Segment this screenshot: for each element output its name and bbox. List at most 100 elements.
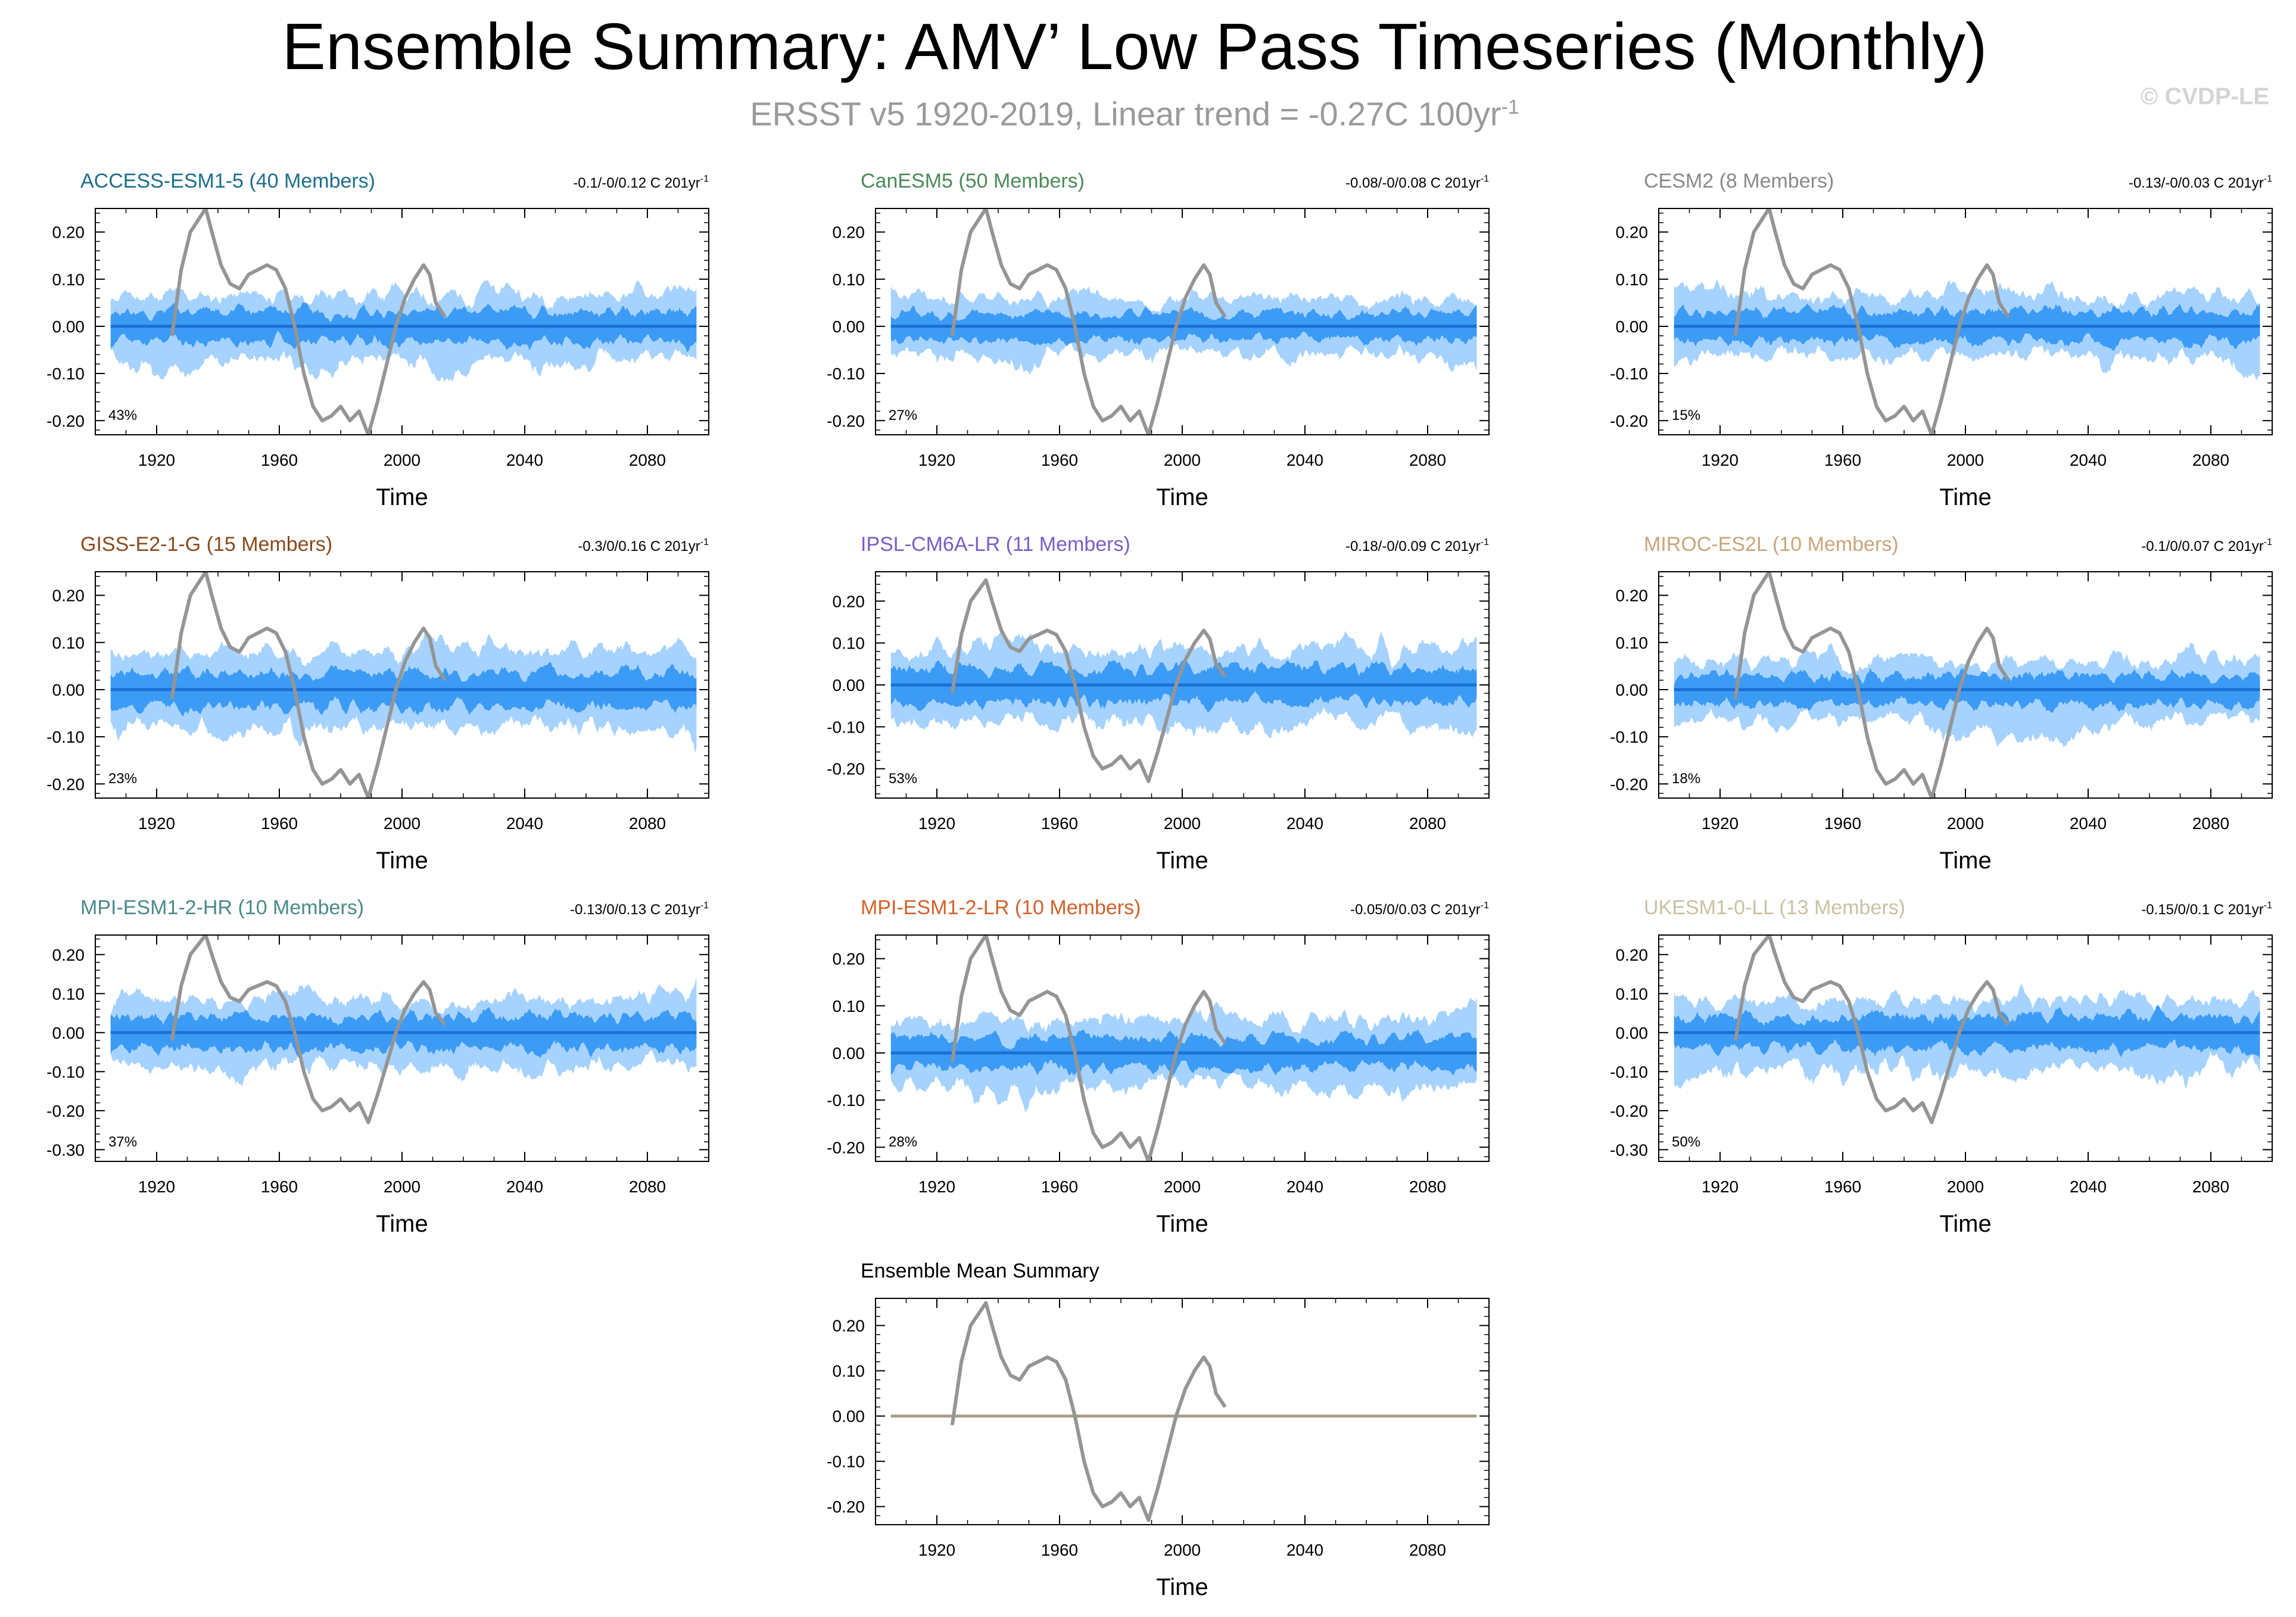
x-tick-label: 2040 — [2070, 451, 2107, 469]
y-tick-label: -0.20 — [827, 412, 865, 430]
x-tick-label: 1960 — [1041, 1541, 1078, 1559]
x-tick-label: 1960 — [261, 1177, 298, 1196]
observed-line — [1733, 572, 2010, 798]
y-tick-label: -0.20 — [1610, 1102, 1648, 1120]
y-tick-label: -0.20 — [46, 775, 85, 793]
y-tick-label: -0.10 — [1610, 728, 1648, 746]
x-tick-label: 2040 — [1286, 814, 1323, 833]
model-panel-2: CESM2 (8 Members) -0.13/-0/0.03 C 201yr-1… — [1610, 170, 2273, 510]
percent-label: 23% — [108, 771, 137, 787]
y-tick-label: -0.20 — [46, 1102, 85, 1120]
y-tick-label: 0.20 — [833, 950, 865, 968]
y-tick-label: 0.10 — [833, 634, 865, 653]
x-tick-label: 2000 — [1164, 1177, 1201, 1196]
trend-superscript: -1 — [1481, 537, 1489, 547]
y-tick-label: 0.00 — [1616, 1024, 1649, 1042]
percent-label: 28% — [889, 1134, 917, 1150]
y-tick-label: 0.00 — [833, 676, 865, 694]
model-panel-6: MPI-ESM1-2-HR (10 Members) -0.13/0/0.13 C… — [46, 896, 709, 1237]
observed-line — [950, 1301, 1227, 1522]
x-tick-label: 2080 — [629, 1177, 666, 1196]
x-axis-title: Time — [1939, 848, 1991, 874]
y-tick-label: 0.00 — [52, 681, 85, 699]
plot-area — [1674, 935, 2260, 1124]
y-tick-label: 0.20 — [1616, 946, 1649, 964]
y-tick-label: 0.10 — [833, 997, 865, 1015]
trend-superscript: -1 — [1481, 174, 1489, 184]
x-tick-label: 2000 — [1164, 814, 1201, 833]
plot-area — [890, 935, 1477, 1161]
x-tick-label: 1920 — [1702, 1177, 1739, 1196]
y-tick-label: 0.10 — [833, 1362, 865, 1381]
x-tick-label: 2040 — [1286, 451, 1323, 469]
y-tick-label: -0.30 — [1610, 1141, 1648, 1159]
observed-line — [950, 578, 1227, 783]
trend-superscript: -1 — [700, 537, 709, 547]
y-tick-label: 0.00 — [1616, 317, 1649, 336]
observed-line — [170, 208, 447, 435]
x-tick-label: 1920 — [138, 1177, 175, 1196]
x-axis-title: Time — [1156, 848, 1208, 874]
x-axis-title: Time — [376, 848, 428, 874]
panel-title: CanESM5 (50 Members) — [861, 170, 1085, 192]
x-tick-label: 2080 — [1409, 451, 1446, 469]
x-tick-label: 2040 — [2070, 814, 2107, 833]
percent-label: 15% — [1672, 407, 1700, 423]
x-axis-title: Time — [1939, 1211, 1991, 1237]
y-tick-label: 0.10 — [52, 270, 85, 289]
plot-area — [890, 578, 1477, 783]
y-tick-label: 0.20 — [52, 587, 85, 605]
x-tick-label: 2040 — [506, 814, 543, 833]
y-tick-label: 0.20 — [833, 1317, 865, 1335]
panel-title: UKESM1-0-LL (13 Members) — [1644, 896, 1905, 919]
y-tick-label: 0.20 — [833, 223, 865, 242]
panel-title: ACCESS-ESM1-5 (40 Members) — [80, 170, 375, 192]
x-tick-label: 1920 — [918, 814, 955, 833]
y-tick-label: -0.10 — [46, 1063, 85, 1081]
x-tick-label: 1960 — [1041, 1177, 1078, 1196]
percent-label: 53% — [889, 771, 917, 787]
y-tick-label: -0.10 — [46, 728, 85, 746]
x-tick-label: 1960 — [261, 814, 298, 833]
model-panel-0: ACCESS-ESM1-5 (40 Members) -0.1/-0/0.12 C… — [46, 170, 709, 510]
x-axis-title: Time — [376, 484, 428, 510]
x-axis-title: Time — [1156, 1574, 1208, 1600]
x-tick-label: 2080 — [2192, 814, 2229, 833]
x-tick-label: 2080 — [629, 451, 666, 469]
percent-label: 27% — [889, 407, 917, 423]
observed-line — [1733, 935, 2010, 1124]
trend-label: -0.18/-0/0.09 C 201yr-1 — [1345, 537, 1489, 554]
trend-label: -0.3/0/0.16 C 201yr-1 — [578, 537, 709, 554]
x-tick-label: 2040 — [2070, 1177, 2107, 1196]
x-tick-label: 2040 — [506, 1177, 543, 1196]
plot-area — [1674, 572, 2260, 798]
x-tick-label: 2000 — [1164, 451, 1201, 469]
y-tick-label: -0.20 — [1610, 775, 1648, 793]
copyright-watermark: © CVDP-LE — [2140, 83, 2269, 110]
x-tick-label: 1920 — [918, 451, 955, 469]
x-axis-title: Time — [1939, 484, 1991, 510]
panel-title: IPSL-CM6A-LR (11 Members) — [861, 533, 1130, 556]
x-tick-label: 2040 — [1286, 1541, 1323, 1559]
subtitle-superscript: -1 — [1501, 96, 1519, 119]
x-tick-label: 1960 — [1041, 451, 1078, 469]
y-tick-label: -0.30 — [46, 1141, 85, 1159]
x-tick-label: 2040 — [1286, 1177, 1323, 1196]
x-tick-label: 1960 — [1041, 814, 1078, 833]
x-tick-label: 1960 — [1824, 1177, 1861, 1196]
x-axis-title: Time — [376, 1211, 428, 1237]
panel-title: Ensemble Mean Summary — [861, 1260, 1099, 1282]
trend-superscript: -1 — [700, 174, 709, 184]
x-tick-label: 1920 — [138, 814, 175, 833]
plot-area — [110, 572, 697, 798]
panel-title: MPI-ESM1-2-HR (10 Members) — [80, 896, 364, 919]
x-tick-label: 2000 — [1947, 451, 1984, 469]
y-tick-label: -0.10 — [1610, 1063, 1648, 1081]
observed-line — [950, 208, 1227, 435]
y-tick-label: 0.00 — [833, 1044, 865, 1063]
y-tick-label: -0.20 — [827, 1498, 865, 1516]
panel-title: MIROC-ES2L (10 Members) — [1644, 533, 1899, 556]
x-tick-label: 1920 — [138, 451, 175, 469]
x-axis-title: Time — [1156, 1211, 1208, 1237]
x-tick-label: 2080 — [1409, 814, 1446, 833]
